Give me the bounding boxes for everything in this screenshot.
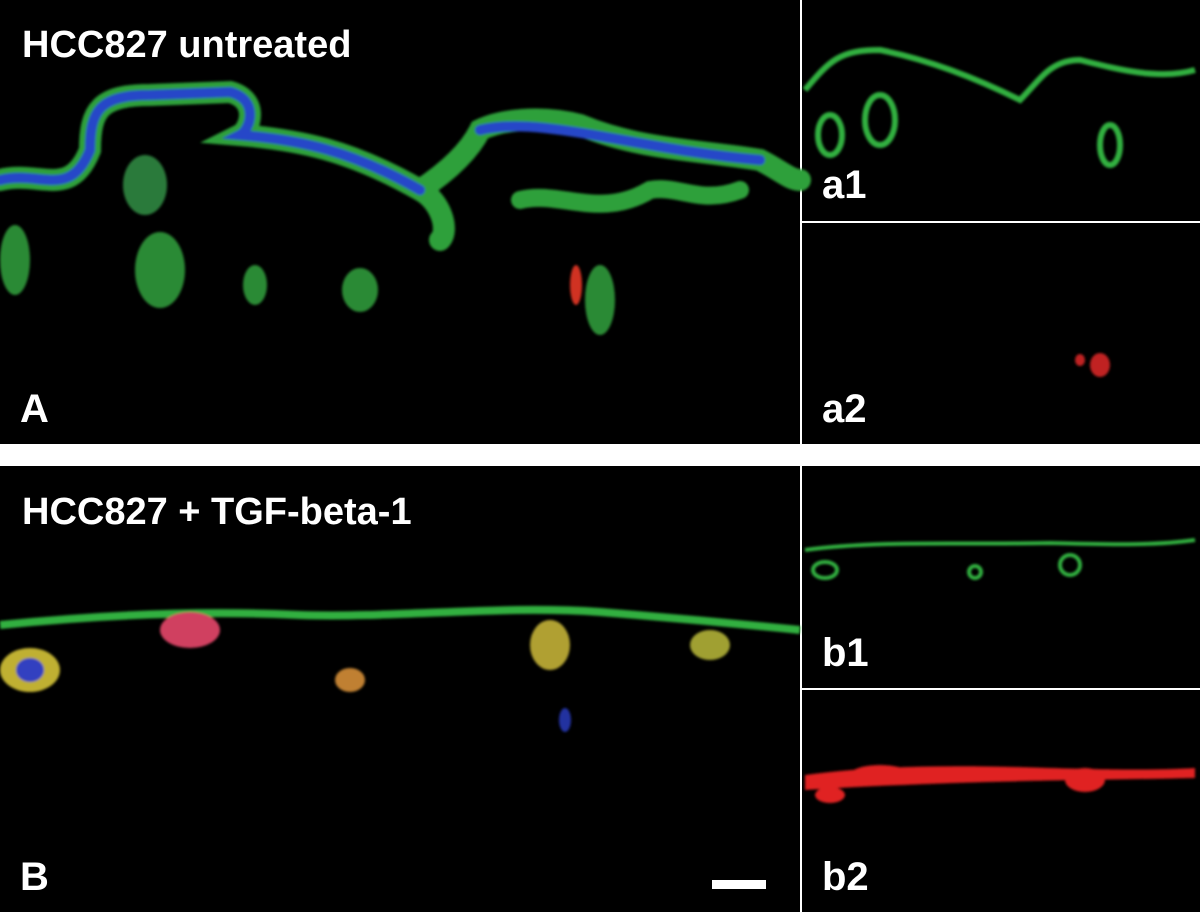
cells-b: [0, 605, 801, 732]
panel-title: HCC827 + TGF-beta-1: [22, 491, 412, 533]
panel-a: [0, 0, 800, 444]
panel-b2: [802, 690, 1200, 912]
scale-bar: [712, 880, 766, 889]
panel-b1: [802, 466, 1200, 688]
cells-a: [0, 80, 811, 335]
cells-a1: [802, 46, 1196, 168]
panel-a2: [802, 223, 1200, 444]
panel-label: a1: [822, 163, 867, 207]
panel-title: HCC827 untreated: [22, 24, 351, 66]
panel-label: b1: [822, 631, 869, 675]
panel-label: A: [20, 387, 49, 431]
panel-label: b2: [822, 855, 869, 899]
cells-b1: [804, 538, 1196, 580]
panel-label: a2: [822, 387, 867, 431]
panel-b: [0, 466, 800, 912]
cells-a2: [1075, 353, 1110, 377]
panel-label: B: [20, 855, 49, 899]
cells-b2: [805, 765, 1195, 803]
